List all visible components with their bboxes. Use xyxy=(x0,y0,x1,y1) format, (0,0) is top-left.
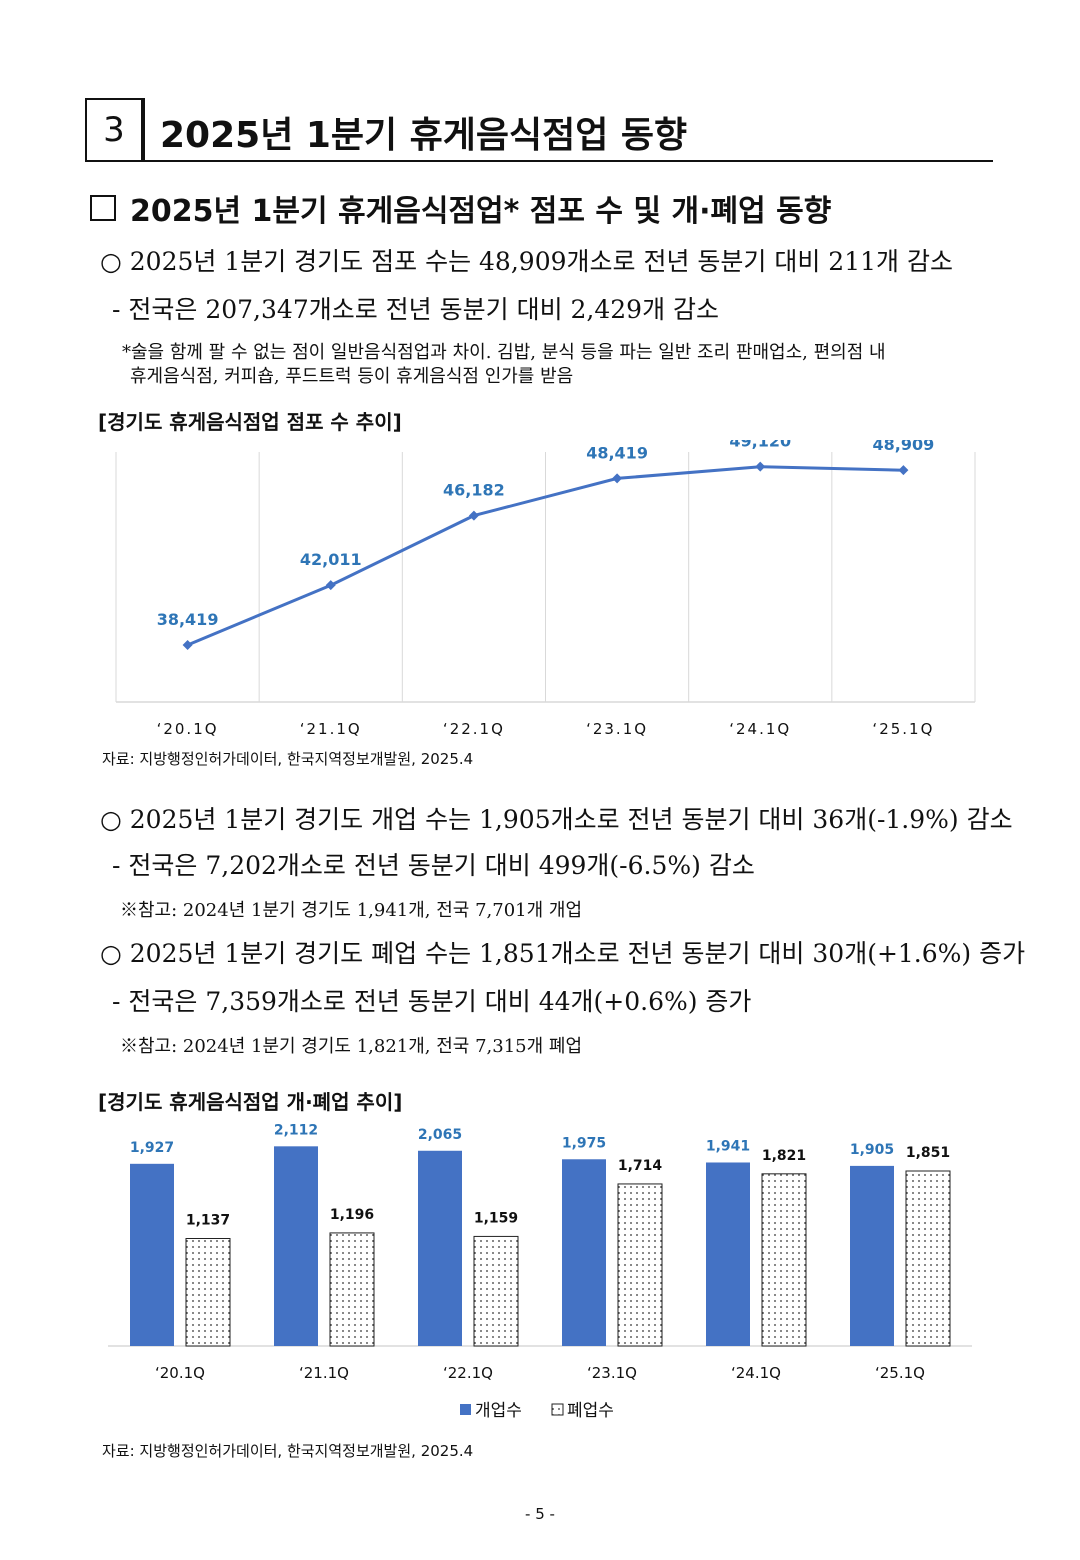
bar-openings xyxy=(706,1162,750,1346)
data-point-marker xyxy=(898,465,909,476)
x-tick-label: ‘24.1Q xyxy=(729,720,791,738)
data-label-closures: 1,159 xyxy=(474,1210,518,1226)
chart2-source: 자료: 지방행정인허가데이터, 한국지역정보개발원, 2025.4 xyxy=(102,1442,474,1460)
dash-national-openings: - 전국은 7,202개소로 전년 동분기 대비 499개(-6.5%) 감소 xyxy=(112,851,755,880)
data-label: 42,011 xyxy=(300,550,362,569)
data-point-marker xyxy=(755,461,766,472)
section-title: 2025년 1분기 휴게음식점업 동향 xyxy=(160,115,688,156)
chart1-source: 자료: 지방행정인허가데이터, 한국지역정보개발원, 2025.4 xyxy=(102,750,474,768)
bar-closures xyxy=(617,1183,663,1347)
section-divider xyxy=(143,98,145,160)
bullet-closures: ○ 2025년 1분기 경기도 폐업 수는 1,851개소로 전년 동분기 대비… xyxy=(100,939,1026,968)
checkbox-square-icon xyxy=(90,195,116,221)
x-tick-label: ‘21.1Q xyxy=(299,1364,349,1382)
subheading: 2025년 1분기 휴게음식점업* 점포 수 및 개·폐업 동향 xyxy=(90,186,831,230)
bullet-store-count: ○ 2025년 1분기 경기도 점포 수는 48,909개소로 전년 동분기 대… xyxy=(100,247,953,276)
data-label-openings: 2,112 xyxy=(274,1122,318,1138)
bar-openings xyxy=(562,1159,606,1346)
data-point-marker xyxy=(325,580,336,591)
data-label-openings: 1,927 xyxy=(130,1140,174,1156)
x-tick-label: ‘20.1Q xyxy=(157,720,219,738)
series-line xyxy=(187,465,904,647)
x-tick-label: ‘25.1Q xyxy=(872,720,934,738)
data-label-openings: 1,905 xyxy=(850,1142,894,1158)
legend-openings-label: 개업수 xyxy=(475,1401,522,1421)
reference-openings: ※참고: 2024년 1분기 경기도 1,941개, 전국 7,701개 개업 xyxy=(120,900,582,921)
bar-closures xyxy=(329,1232,375,1347)
bar-closures xyxy=(185,1238,231,1347)
dash-national-closures: - 전국은 7,359개소로 전년 동분기 대비 44개(+0.6%) 증가 xyxy=(112,987,752,1016)
x-tick-label: ‘24.1Q xyxy=(731,1364,781,1382)
bar-closures xyxy=(905,1170,951,1347)
x-tick-label: ‘20.1Q xyxy=(155,1364,205,1382)
bar-openings xyxy=(850,1165,894,1346)
page-number: - 5 - xyxy=(525,1505,555,1523)
section-number: 3 xyxy=(85,98,143,160)
legend-openings-swatch xyxy=(460,1404,471,1415)
data-label-openings: 1,941 xyxy=(706,1138,750,1154)
chart1-title: [경기도 휴게음식점업 점포 수 추이] xyxy=(98,410,402,434)
store-count-line-chart: 38,419 ‘20.1Q 42,011 ‘21.1Q 46,182 ‘22.1Q 48,4… xyxy=(115,440,976,738)
data-label: 49,120 xyxy=(729,440,791,451)
data-point-marker xyxy=(612,473,623,484)
data-label: 38,419 xyxy=(157,610,219,629)
data-label-closures: 1,714 xyxy=(618,1158,663,1174)
x-tick-label: ‘22.1Q xyxy=(443,720,505,738)
data-label-closures: 1,821 xyxy=(762,1148,806,1164)
x-tick-label: ‘23.1Q xyxy=(587,1364,637,1382)
data-label: 46,182 xyxy=(443,481,505,500)
data-point-marker xyxy=(182,640,193,651)
bullet-openings: ○ 2025년 1분기 경기도 개업 수는 1,905개소로 전년 동분기 대비… xyxy=(100,805,1013,834)
section-rule xyxy=(85,160,993,162)
chart2-title: [경기도 휴게음식점업 개·폐업 추이] xyxy=(98,1090,403,1114)
subheading-text: 2025년 1분기 휴게음식점업* 점포 수 및 개·폐업 동향 xyxy=(130,194,832,229)
data-label-openings: 1,975 xyxy=(562,1135,606,1151)
bar-closures xyxy=(473,1235,519,1347)
footnote-line-2: 휴게음식점, 커피숍, 푸드트럭 등이 휴게음식점 인가를 받음 xyxy=(130,366,574,387)
bar-openings xyxy=(130,1163,174,1346)
legend-closures-swatch xyxy=(551,1403,564,1416)
data-point-marker xyxy=(468,510,479,521)
reference-closures: ※참고: 2024년 1분기 경기도 1,821개, 전국 7,315개 폐업 xyxy=(120,1036,582,1057)
data-label: 48,419 xyxy=(586,443,648,462)
data-label-closures: 1,851 xyxy=(906,1145,950,1161)
footnote-line-1: *술을 함께 팔 수 없는 점이 일반음식점업과 차이. 김밥, 분식 등을 파… xyxy=(122,342,886,363)
open-close-bar-chart: 1,927 1,137 ‘20.1Q 2,112 1,196 ‘21.1Q 2,065 1,1… xyxy=(108,1122,972,1421)
x-tick-label: ‘23.1Q xyxy=(586,720,648,738)
data-label: 48,909 xyxy=(873,440,935,454)
x-tick-label: ‘21.1Q xyxy=(300,720,362,738)
x-tick-label: ‘22.1Q xyxy=(443,1364,493,1382)
data-label-closures: 1,196 xyxy=(330,1207,374,1223)
legend-closures-label: 폐업수 xyxy=(567,1401,614,1421)
data-label-closures: 1,137 xyxy=(186,1213,230,1229)
bar-openings xyxy=(418,1150,462,1346)
x-tick-label: ‘25.1Q xyxy=(875,1364,925,1382)
bar-openings xyxy=(274,1146,318,1346)
data-label-openings: 2,065 xyxy=(418,1127,462,1143)
dash-national-store-count: - 전국은 207,347개소로 전년 동분기 대비 2,429개 감소 xyxy=(112,295,720,324)
bar-closures xyxy=(761,1173,807,1347)
